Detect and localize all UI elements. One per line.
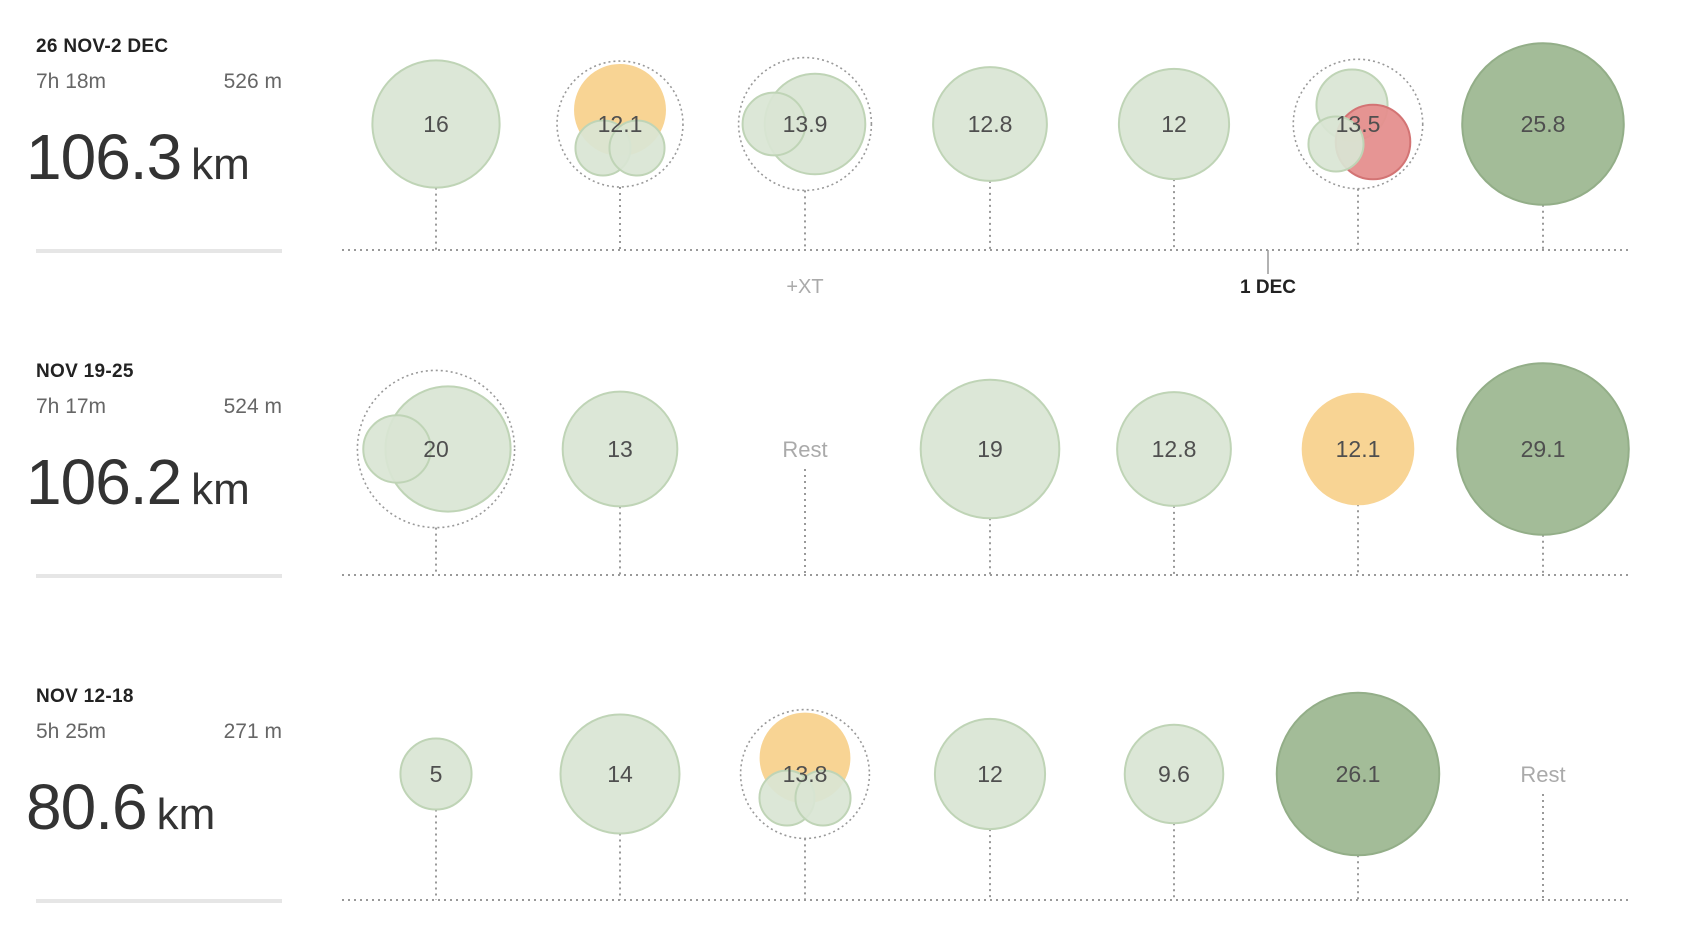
- long-run-bubble: [1456, 362, 1630, 536]
- day-4: 19: [919, 378, 1061, 575]
- multi-run-ring: [356, 369, 516, 529]
- day-distance-label: 26.1: [1336, 761, 1381, 787]
- week-distance-value: 80.6: [26, 771, 148, 843]
- easy-run-bubble: [1117, 67, 1231, 181]
- day-distance-label: 19: [977, 436, 1003, 462]
- day-distance-label: 12.8: [1152, 436, 1197, 462]
- day-6: 13.5: [1292, 58, 1424, 250]
- day-5: 12: [1117, 67, 1231, 250]
- date-marker-label: 1 DEC: [1240, 277, 1296, 298]
- day-6: 12.1: [1301, 392, 1415, 575]
- tempo-run-bubble: [1301, 392, 1415, 506]
- week-elevation: 524 m: [223, 395, 282, 418]
- week-distance-unit: km: [191, 465, 250, 514]
- day-3: Rest: [782, 437, 828, 575]
- week-summary: NOV 12-18 5h 25m 271 m 80.6 km: [26, 686, 282, 906]
- week-range: NOV 19-25: [36, 361, 134, 382]
- week-distance-value: 106.3: [26, 121, 182, 193]
- day-distance-label: 12: [1161, 111, 1187, 137]
- day-5: 12.8: [1116, 391, 1232, 575]
- day-bubbles-chart: 5 14 13.8 12 9.6 26.1 Rest: [342, 691, 1632, 901]
- day-1: 16: [371, 59, 501, 250]
- week-row: 26 NOV-2 DEC 7h 18m 526 m 106.3 km 16 12.1…: [0, 0, 1698, 300]
- day-6: 26.1: [1275, 691, 1441, 900]
- week-summary: 26 NOV-2 DEC 7h 18m 526 m 106.3 km: [26, 36, 282, 256]
- rest-day-label: Rest: [1520, 762, 1565, 787]
- easy-run-bubble: [1123, 723, 1225, 825]
- easy-run-bubble: [1307, 115, 1365, 173]
- day-5: 9.6: [1123, 723, 1225, 900]
- day-distance-label: 12: [977, 761, 1003, 787]
- week-row: NOV 12-18 5h 25m 271 m 80.6 km 5 14 13.8 12 9…: [0, 650, 1698, 950]
- day-3: 13.9 +XT: [737, 56, 873, 298]
- easy-run-bubble: [399, 737, 473, 811]
- long-run-bubble: [1461, 42, 1625, 206]
- day-distance-label: 13.8: [783, 761, 828, 787]
- week-distance: 80.6 km: [26, 770, 215, 844]
- week-duration: 5h 25m: [36, 720, 107, 743]
- week-row: NOV 19-25 7h 17m 524 m 106.2 km 20 13 Rest 1…: [0, 325, 1698, 625]
- multi-run-ring: [556, 60, 684, 188]
- week-duration: 7h 18m: [36, 70, 107, 93]
- easy-run-bubble: [933, 717, 1047, 831]
- week-elevation: 526 m: [223, 70, 282, 93]
- summary-divider: [36, 574, 282, 578]
- day-7: 29.1: [1456, 362, 1630, 575]
- day-distance-label: 12.1: [598, 111, 643, 137]
- day-2: 12.1: [556, 60, 684, 250]
- easy-run-bubble: [559, 713, 681, 835]
- multi-run-ring: [1292, 58, 1424, 190]
- day-distance-label: 13.9: [783, 111, 828, 137]
- day-distance-label: 13: [607, 436, 633, 462]
- day-distance-label: 9.6: [1158, 761, 1190, 787]
- week-distance: 106.2 km: [26, 445, 250, 519]
- day-3: 13.8: [739, 708, 871, 900]
- week-duration: 7h 17m: [36, 395, 107, 418]
- day-distance-label: 12.1: [1336, 436, 1381, 462]
- day-distance-label: 5: [430, 761, 443, 787]
- day-4: 12: [933, 717, 1047, 900]
- long-run-bubble: [1275, 691, 1441, 857]
- day-distance-label: 20: [423, 436, 449, 462]
- rest-day-label: Rest: [782, 437, 827, 462]
- week-distance-unit: km: [191, 140, 250, 189]
- week-summary: NOV 19-25 7h 17m 524 m 106.2 km: [26, 361, 282, 581]
- easy-run-bubble: [1116, 391, 1232, 507]
- day-7: Rest: [1520, 762, 1566, 900]
- summary-divider: [36, 249, 282, 253]
- week-range: NOV 12-18: [36, 686, 134, 707]
- summary-divider: [36, 899, 282, 903]
- day-7: 25.8: [1461, 42, 1625, 250]
- day-bubbles-chart: 16 12.1 13.9 +XT 12.8 12 13.5 25.8 1 DEC: [342, 42, 1632, 298]
- week-distance: 106.3 km: [26, 120, 250, 194]
- easy-run-bubble: [932, 66, 1048, 182]
- easy-run-bubble: [794, 769, 852, 827]
- easy-run-bubble: [371, 59, 501, 189]
- easy-run-bubble: [608, 119, 666, 177]
- day-distance-label: 16: [423, 111, 449, 137]
- easy-run-bubble: [741, 91, 807, 157]
- week-elevation: 271 m: [223, 720, 282, 743]
- day-1: 5: [399, 737, 473, 900]
- day-distance-label: 14: [607, 761, 633, 787]
- day-2: 14: [559, 713, 681, 900]
- day-4: 12.8: [932, 66, 1048, 250]
- easy-run-bubble: [919, 378, 1061, 520]
- day-distance-label: 12.8: [968, 111, 1013, 137]
- multi-run-ring: [739, 708, 871, 840]
- day-distance-label: 13.5: [1336, 111, 1381, 137]
- day-1: 20: [356, 369, 516, 575]
- day-bubbles-chart: 20 13 Rest 19 12.8 12.1 29.1: [342, 362, 1632, 576]
- day-distance-label: 29.1: [1521, 436, 1566, 462]
- multi-run-ring: [737, 56, 873, 192]
- easy-run-bubble: [561, 390, 679, 508]
- day-2: 13: [561, 390, 679, 575]
- week-range: 26 NOV-2 DEC: [36, 36, 169, 57]
- week-distance-value: 106.2: [26, 446, 182, 518]
- cross-training-note: +XT: [786, 276, 823, 298]
- easy-run-bubble: [362, 414, 432, 484]
- week-distance-unit: km: [156, 790, 216, 839]
- day-distance-label: 25.8: [1521, 111, 1566, 137]
